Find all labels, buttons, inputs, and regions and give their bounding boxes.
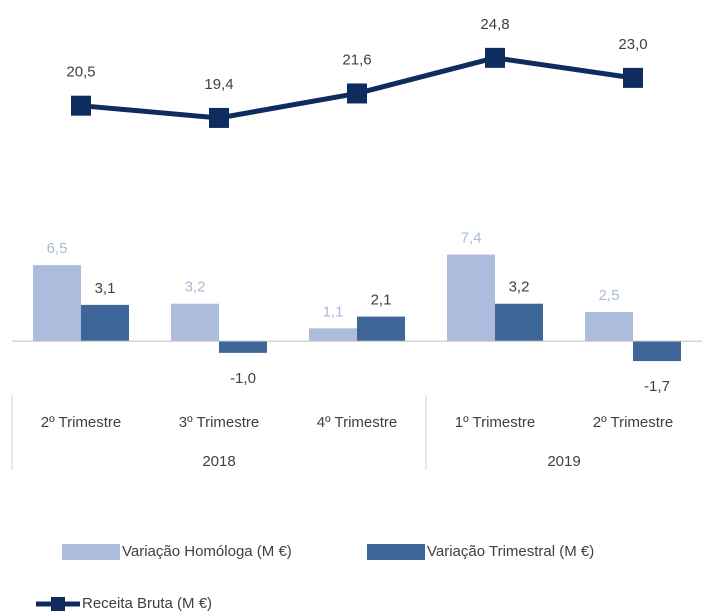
bar (633, 341, 681, 362)
legend-label: Variação Homóloga (M €) (122, 543, 292, 560)
x-group-label: 2018 (202, 453, 235, 470)
bar (33, 265, 81, 342)
bar (357, 316, 405, 342)
x-tick-label: 2º Trimestre (41, 414, 122, 431)
bar (447, 254, 495, 342)
legend-swatch (62, 544, 120, 560)
line-marker (623, 67, 643, 88)
legend-swatch (367, 544, 425, 560)
data-label: 3,2 (185, 279, 206, 296)
data-label: 20,5 (66, 64, 95, 81)
legend-label: Receita Bruta (M €) (82, 595, 212, 611)
x-tick-label: 3º Trimestre (179, 414, 260, 431)
bar (495, 303, 543, 342)
data-label: 21,6 (342, 51, 371, 68)
line-marker (209, 107, 229, 128)
data-label: 1,1 (323, 303, 344, 320)
data-label: 23,0 (618, 36, 647, 53)
line-marker (485, 47, 505, 68)
bar (585, 311, 633, 342)
line-marker (347, 83, 367, 104)
line-marker (71, 95, 91, 116)
bar (219, 341, 267, 353)
data-label: -1,0 (230, 370, 256, 387)
x-tick-label: 1º Trimestre (455, 414, 536, 431)
data-label: 3,2 (509, 279, 530, 296)
bar (309, 328, 357, 342)
x-group-label: 2019 (547, 453, 580, 470)
data-label: 7,4 (461, 230, 482, 247)
x-tick-label: 2º Trimestre (593, 414, 674, 431)
data-label: 6,5 (47, 240, 68, 257)
data-label: 24,8 (480, 16, 509, 33)
data-label: 19,4 (204, 76, 233, 93)
x-tick-label: 4º Trimestre (317, 414, 398, 431)
data-label: 3,1 (95, 280, 116, 297)
bar (81, 304, 129, 342)
legend-swatch (51, 597, 65, 611)
data-label: -1,7 (644, 378, 670, 395)
data-label: 2,1 (371, 292, 392, 309)
data-label: 2,5 (599, 287, 620, 304)
bar (171, 303, 219, 342)
legend-label: Variação Trimestral (M €) (427, 543, 594, 560)
